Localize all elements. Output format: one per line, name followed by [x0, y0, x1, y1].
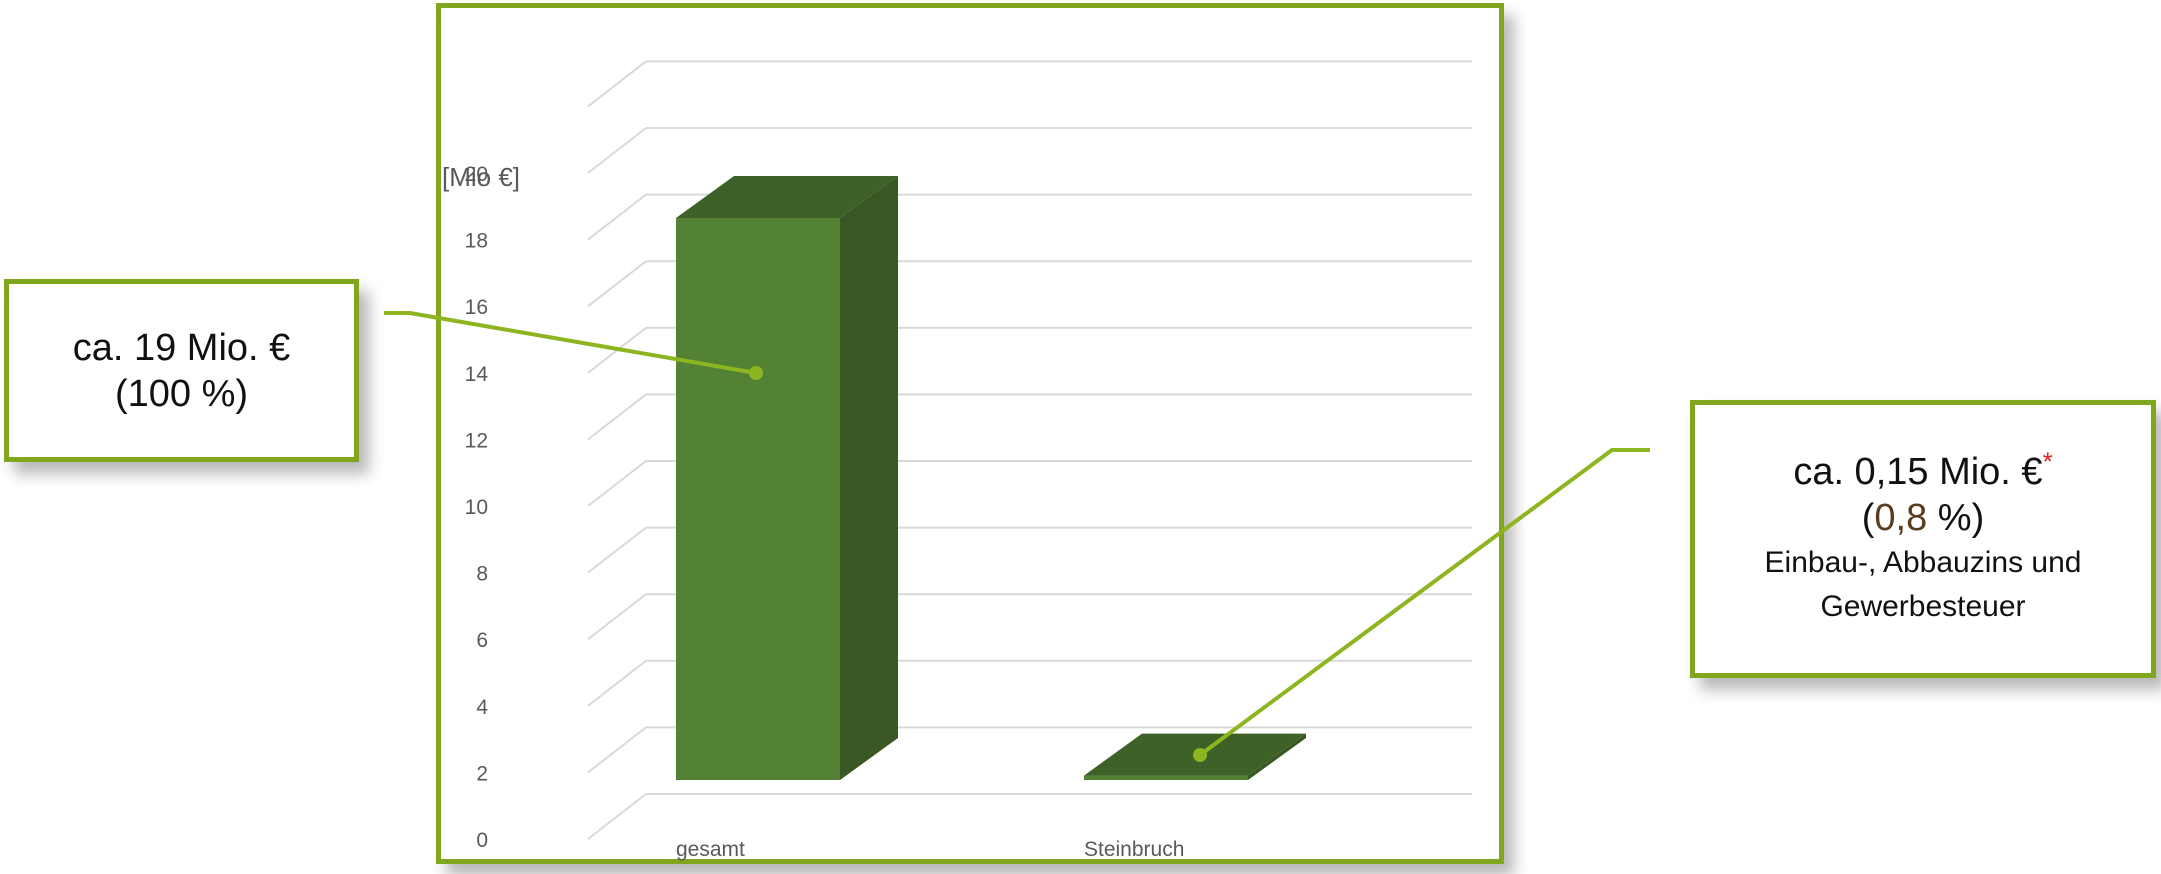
y-tick-label: 8 — [476, 563, 488, 586]
gridline-floor — [587, 393, 647, 441]
y-axis-label: [Mio €] — [442, 162, 520, 192]
bar-top-face — [676, 176, 898, 218]
callout-total-percent: (100 %) — [114, 372, 249, 415]
y-tick-label: 0 — [476, 829, 488, 852]
gridline-floor — [587, 526, 647, 574]
y-tick-label: 6 — [476, 629, 488, 652]
gridline-floor — [587, 726, 647, 774]
y-tick-label: 20 — [465, 163, 488, 186]
category-labels: gesamt Steinbruch — [676, 838, 1184, 861]
bar-front-face — [676, 218, 840, 780]
y-tick-label: 2 — [476, 762, 488, 785]
y-tick-label: 4 — [476, 696, 488, 719]
gridline-floor — [587, 460, 647, 507]
callout-quarry-amount: ca. 0,15 Mio. €* — [1793, 446, 2053, 495]
gridline-floor — [587, 260, 647, 307]
gridline-floor — [587, 60, 647, 108]
callout-quarry: ca. 0,15 Mio. €* (0,8 %) Einbau-, Abbauz… — [1690, 400, 2156, 678]
y-tick-label: 12 — [465, 429, 488, 452]
bar-front-face — [1084, 775, 1248, 780]
connector-left — [384, 311, 757, 375]
y-tick-label: 18 — [465, 230, 488, 253]
connector-right-dot — [1193, 748, 1207, 762]
y-tick-label: 16 — [465, 296, 488, 319]
callout-quarry-desc-2: Gewerbesteuer — [1820, 590, 2026, 623]
percent-value: 0,8 — [1874, 497, 1928, 539]
callout-quarry-percent: (0,8 %) — [1862, 495, 1984, 541]
callout-total-amount: ca. 19 Mio. € — [72, 326, 291, 369]
chart-frame — [436, 3, 1504, 864]
connector-right — [1198, 448, 1650, 757]
gridline-floor — [587, 793, 647, 840]
callout-quarry-desc-1: Einbau-, Abbauzins und — [1764, 546, 2082, 579]
callout-total: ca. 19 Mio. € (100 %) — [4, 279, 359, 462]
x-tick-label: Steinbruch — [1084, 838, 1184, 861]
callout-connectors — [384, 311, 1650, 762]
callout-quarry-amount-text: ca. 0,15 Mio. € — [1793, 451, 2043, 493]
gridline-floor — [587, 127, 647, 174]
percent-close: %) — [1927, 497, 1985, 539]
gridline-floor — [587, 593, 647, 640]
bars — [676, 176, 1306, 780]
bar-gesamt — [676, 176, 898, 780]
percent-open: ( — [1861, 497, 1875, 539]
y-axis: 0 2 4 6 8 10 12 14 16 18 20[Mio €] — [442, 162, 520, 852]
gridline-floor — [587, 660, 647, 707]
footnote-star: * — [2042, 446, 2053, 477]
bar-side-face — [840, 176, 898, 780]
bar-side-face — [1248, 733, 1306, 780]
y-tick-label: 14 — [465, 363, 489, 386]
connector-left-dot — [749, 366, 763, 380]
y-tick-label: 10 — [465, 496, 488, 519]
x-tick-label: gesamt — [676, 838, 745, 861]
gridline-floor — [587, 193, 647, 241]
